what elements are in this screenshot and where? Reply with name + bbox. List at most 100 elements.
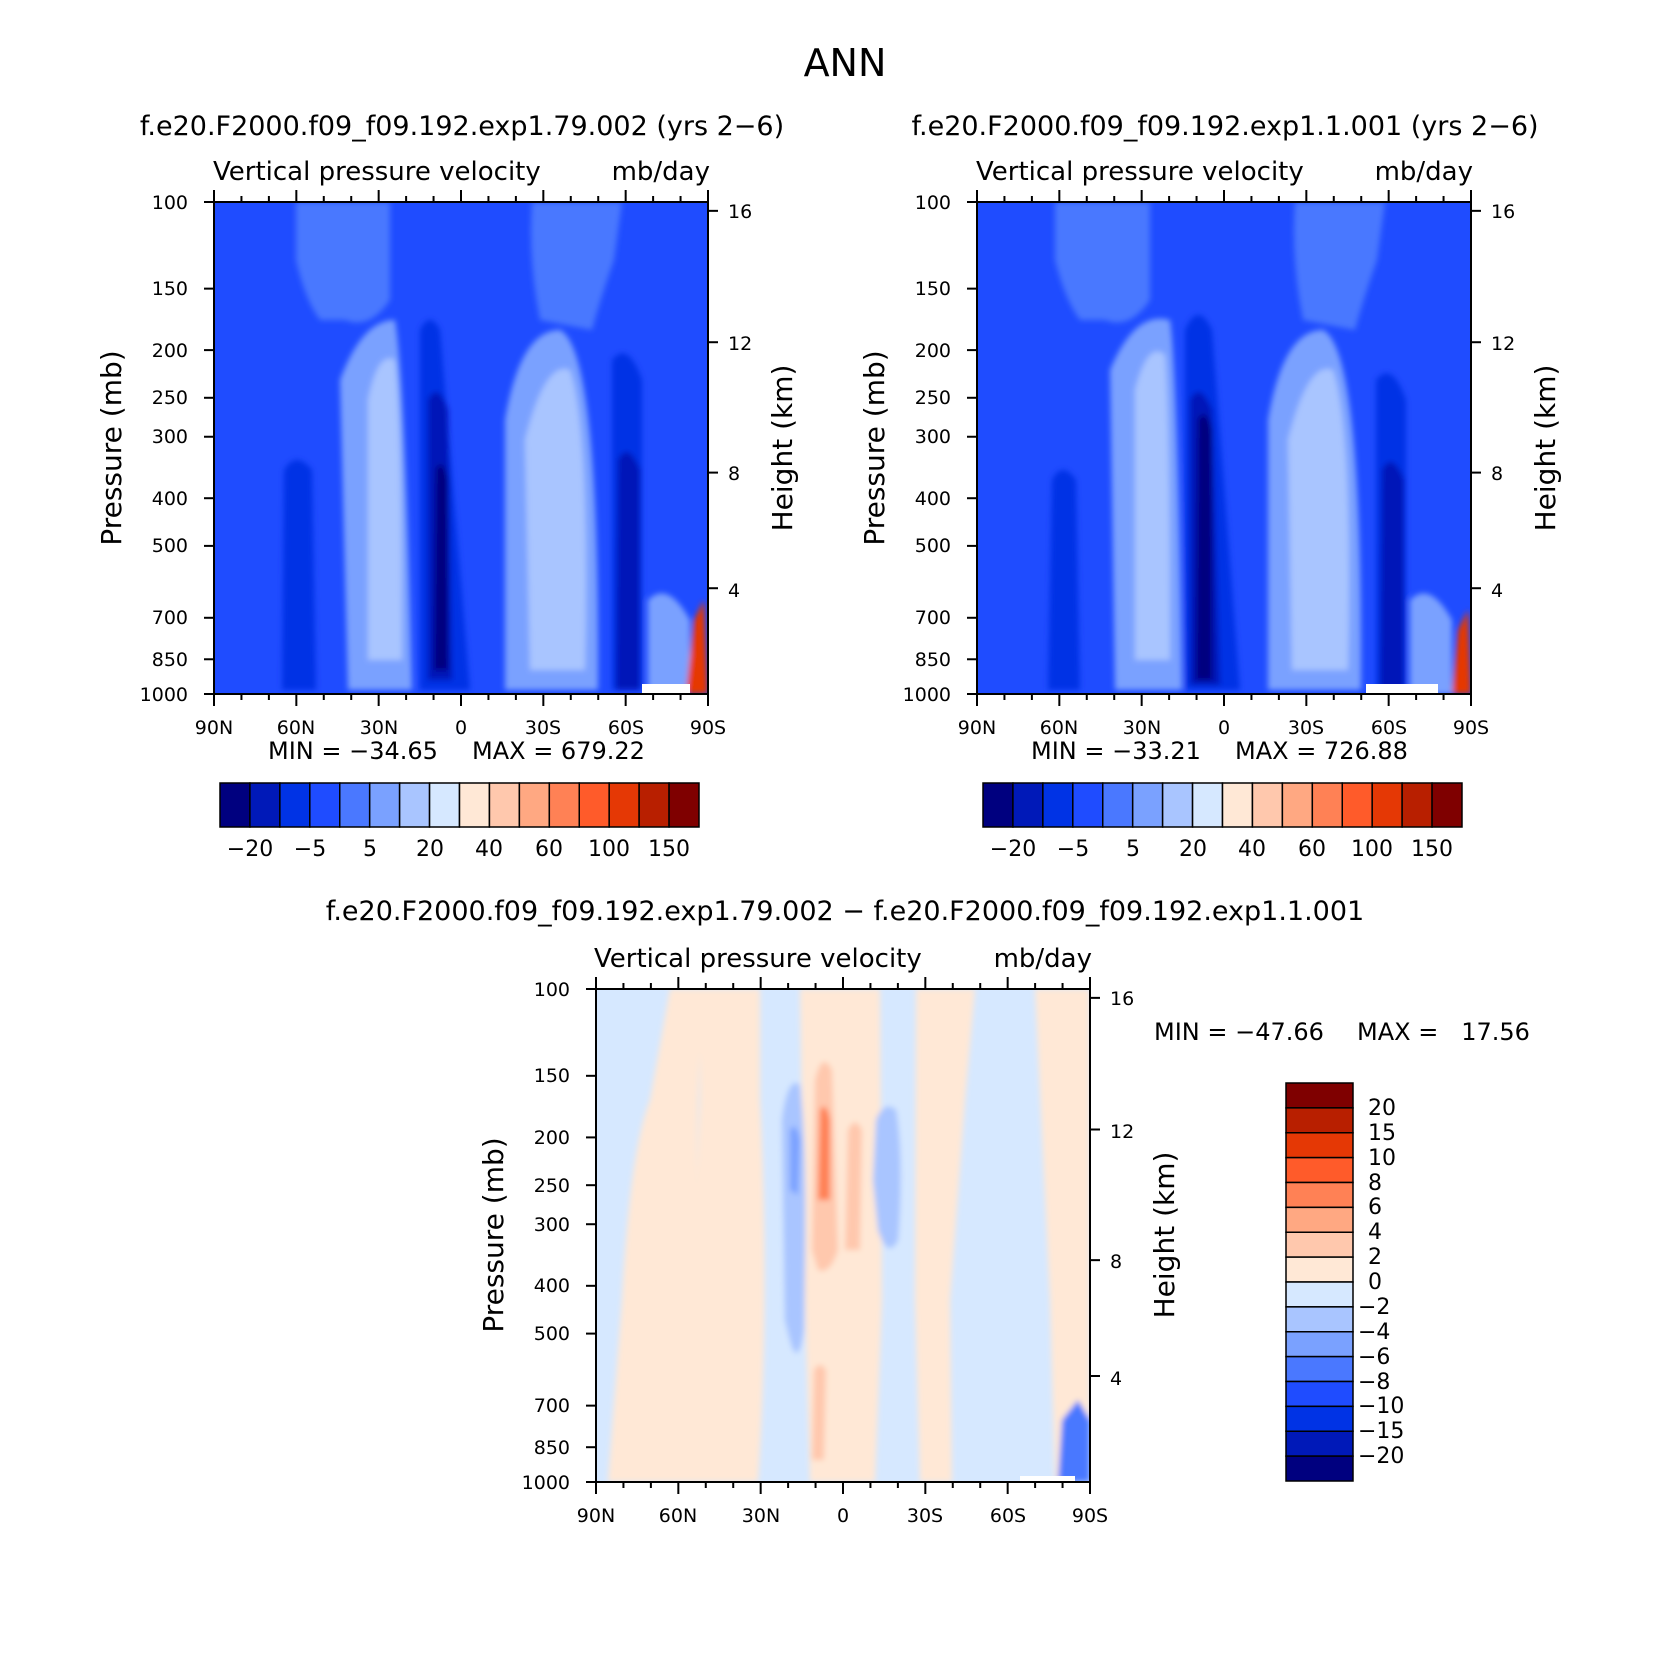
panel-1-ytick-label: 850 (152, 649, 188, 671)
colorbar-swatch (638, 782, 670, 828)
colorbar-swatch (548, 782, 580, 828)
panel-1-colorbar-label: 5 (363, 837, 377, 862)
panel-3-colorbar-label: 6 (1368, 1195, 1382, 1220)
panel-1-ytick-label: 150 (152, 278, 188, 300)
panel-1-xtick-label: 30S (525, 717, 561, 739)
colorbar-swatch (1285, 1181, 1354, 1209)
panel-2-contour-polar-mix (1410, 593, 1452, 694)
panel-3-ytick-right-label: 4 (1110, 1368, 1122, 1390)
panel-3-xtick-label: 30S (907, 1505, 943, 1527)
colorbar-swatch (668, 782, 700, 828)
panel-3-contour-pos-5n-core (818, 1106, 830, 1200)
colorbar-swatch (982, 782, 1014, 828)
panel-2-xtick-label: 90S (1453, 717, 1489, 739)
colorbar-swatch (1431, 782, 1463, 828)
panel-2-colorbar-label: 5 (1126, 837, 1140, 862)
panel-3-yticks-left: 100 150 200 250 300 400 500 700 850 1000 (522, 979, 570, 1494)
panel-3-yticks-right: 16 12 8 4 (1110, 988, 1134, 1390)
panel-2-xtick-label: 60N (1040, 717, 1078, 739)
colorbar-swatch (1285, 1156, 1354, 1184)
panel-3-ytick-label: 300 (534, 1214, 570, 1236)
figure-title: ANN (804, 41, 887, 85)
panel-1-contour-upper-lighter (296, 202, 390, 323)
colorbar-swatch (578, 782, 610, 828)
panel-3-contour-pos-lower-5n (812, 1365, 826, 1460)
panel-2-contour-polar-hot (1452, 610, 1471, 694)
panel-2-y-label-right: Height (km) (1529, 365, 1562, 532)
panel-1: f.e20.F2000.f09_f09.192.exp1.79.002 (yrs… (95, 111, 799, 862)
panel-3-contour-band-30n (695, 989, 765, 1482)
panel-1-colorbar-label: −5 (294, 837, 326, 862)
panel-1-ytick-label: 500 (152, 535, 188, 557)
colorbar-swatch (1285, 1206, 1354, 1233)
panel-3: f.e20.F2000.f09_f09.192.exp1.79.002 − f.… (326, 896, 1530, 1527)
panel-2-subtitle-right: mb/day (1375, 157, 1473, 187)
panel-3-xtick-label: 60S (990, 1505, 1026, 1527)
colorbar-swatch (1285, 1132, 1354, 1159)
panel-3-ytick-label: 150 (534, 1065, 570, 1087)
panel-1-xtick-label: 90N (195, 717, 233, 739)
colorbar-swatch (219, 782, 251, 828)
panel-1-contour-polar-mix (648, 593, 690, 694)
colorbar-swatch (1161, 782, 1194, 828)
colorbar-swatch (1371, 782, 1403, 828)
panel-1-ytick-right-label: 8 (728, 463, 740, 485)
panel-2-colorbar (982, 782, 1463, 828)
panel-2-yticks-left: 100 150 200 250 300 400 500 700 850 1000 (903, 192, 951, 706)
panel-3-colorbar-label: 2 (1368, 1245, 1382, 1270)
panel-1-tick-marks (204, 190, 718, 706)
colorbar-swatch (1285, 1231, 1354, 1258)
panel-3-colorbar-label: 0 (1368, 1270, 1382, 1295)
panel-1-title: f.e20.F2000.f09_f09.192.exp1.79.002 (yrs… (140, 111, 784, 142)
colorbar-swatch (1285, 1256, 1354, 1283)
panel-2-xticks: 90N 60N 30N 0 30S 60S 90S (958, 717, 1489, 739)
panel-3-ytick-label: 700 (534, 1395, 570, 1417)
panel-1-min-label: MIN = −34.65 (268, 737, 438, 765)
panel-2-xtick-label: 90N (958, 717, 996, 739)
panel-2-contour-60s-core (1380, 462, 1404, 690)
panel-2-ytick-label: 400 (915, 488, 951, 510)
panel-3-ytick-label: 200 (534, 1127, 570, 1149)
panel-3-colorbar-label: −15 (1358, 1419, 1404, 1444)
panel-2-contour-40s-light (1288, 368, 1349, 670)
panel-2-subtitle-left: Vertical pressure velocity (976, 157, 1304, 187)
colorbar-swatch (1191, 782, 1224, 828)
colorbar-swatch (1285, 1405, 1354, 1432)
colorbar-swatch (1012, 782, 1044, 828)
colorbar-swatch (249, 782, 281, 828)
panel-2-title: f.e20.F2000.f09_f09.192.exp1.1.001 (yrs … (911, 111, 1538, 142)
panel-3-colorbar-label: −2 (1358, 1295, 1390, 1320)
colorbar-swatch (1042, 782, 1074, 828)
panel-3-min-label: MIN = −47.66 (1154, 1018, 1324, 1046)
panel-1-colorbar (219, 782, 700, 828)
panel-2-colorbar-label: −20 (990, 837, 1036, 862)
panel-2-ytick-right-label: 12 (1491, 333, 1515, 355)
panel-3-colorbar (1285, 1082, 1354, 1482)
panel-2-ytick-right-label: 8 (1491, 463, 1503, 485)
panel-1-ytick-label: 700 (152, 607, 188, 629)
panel-1-yticks-left: 100 150 200 250 300 400 500 700 850 1000 (140, 192, 188, 706)
panel-3-ytick-label: 850 (534, 1437, 570, 1459)
panel-1-contour-itcz-deep (434, 464, 448, 670)
panel-1-colorbar-label: −20 (227, 837, 273, 862)
panel-3-ytick-right-label: 16 (1110, 988, 1134, 1010)
panel-2-colorbar-label: 100 (1351, 837, 1393, 862)
panel-1-contour-60s-core (616, 452, 640, 690)
colorbar-swatch (1285, 1107, 1354, 1134)
panel-1-xtick-label: 60N (277, 717, 315, 739)
panel-3-colorbar-label: 8 (1368, 1171, 1382, 1196)
panel-1-ytick-label: 250 (152, 387, 188, 409)
panel-1-field (214, 202, 708, 694)
colorbar-swatch (488, 782, 521, 828)
colorbar-swatch (1285, 1082, 1354, 1109)
panel-3-colorbar-label: 15 (1368, 1121, 1396, 1146)
panel-1-colorbar-label: 40 (475, 837, 503, 862)
colorbar-swatch (518, 782, 551, 828)
panel-2-colorbar-label: −5 (1057, 837, 1089, 862)
panel-2-ytick-label: 700 (915, 607, 951, 629)
panel-2-below-ground (1366, 684, 1438, 694)
colorbar-swatch (339, 782, 371, 828)
panel-1-contour-40n-light (368, 358, 402, 660)
panel-3-xtick-label: 60N (659, 1505, 697, 1527)
